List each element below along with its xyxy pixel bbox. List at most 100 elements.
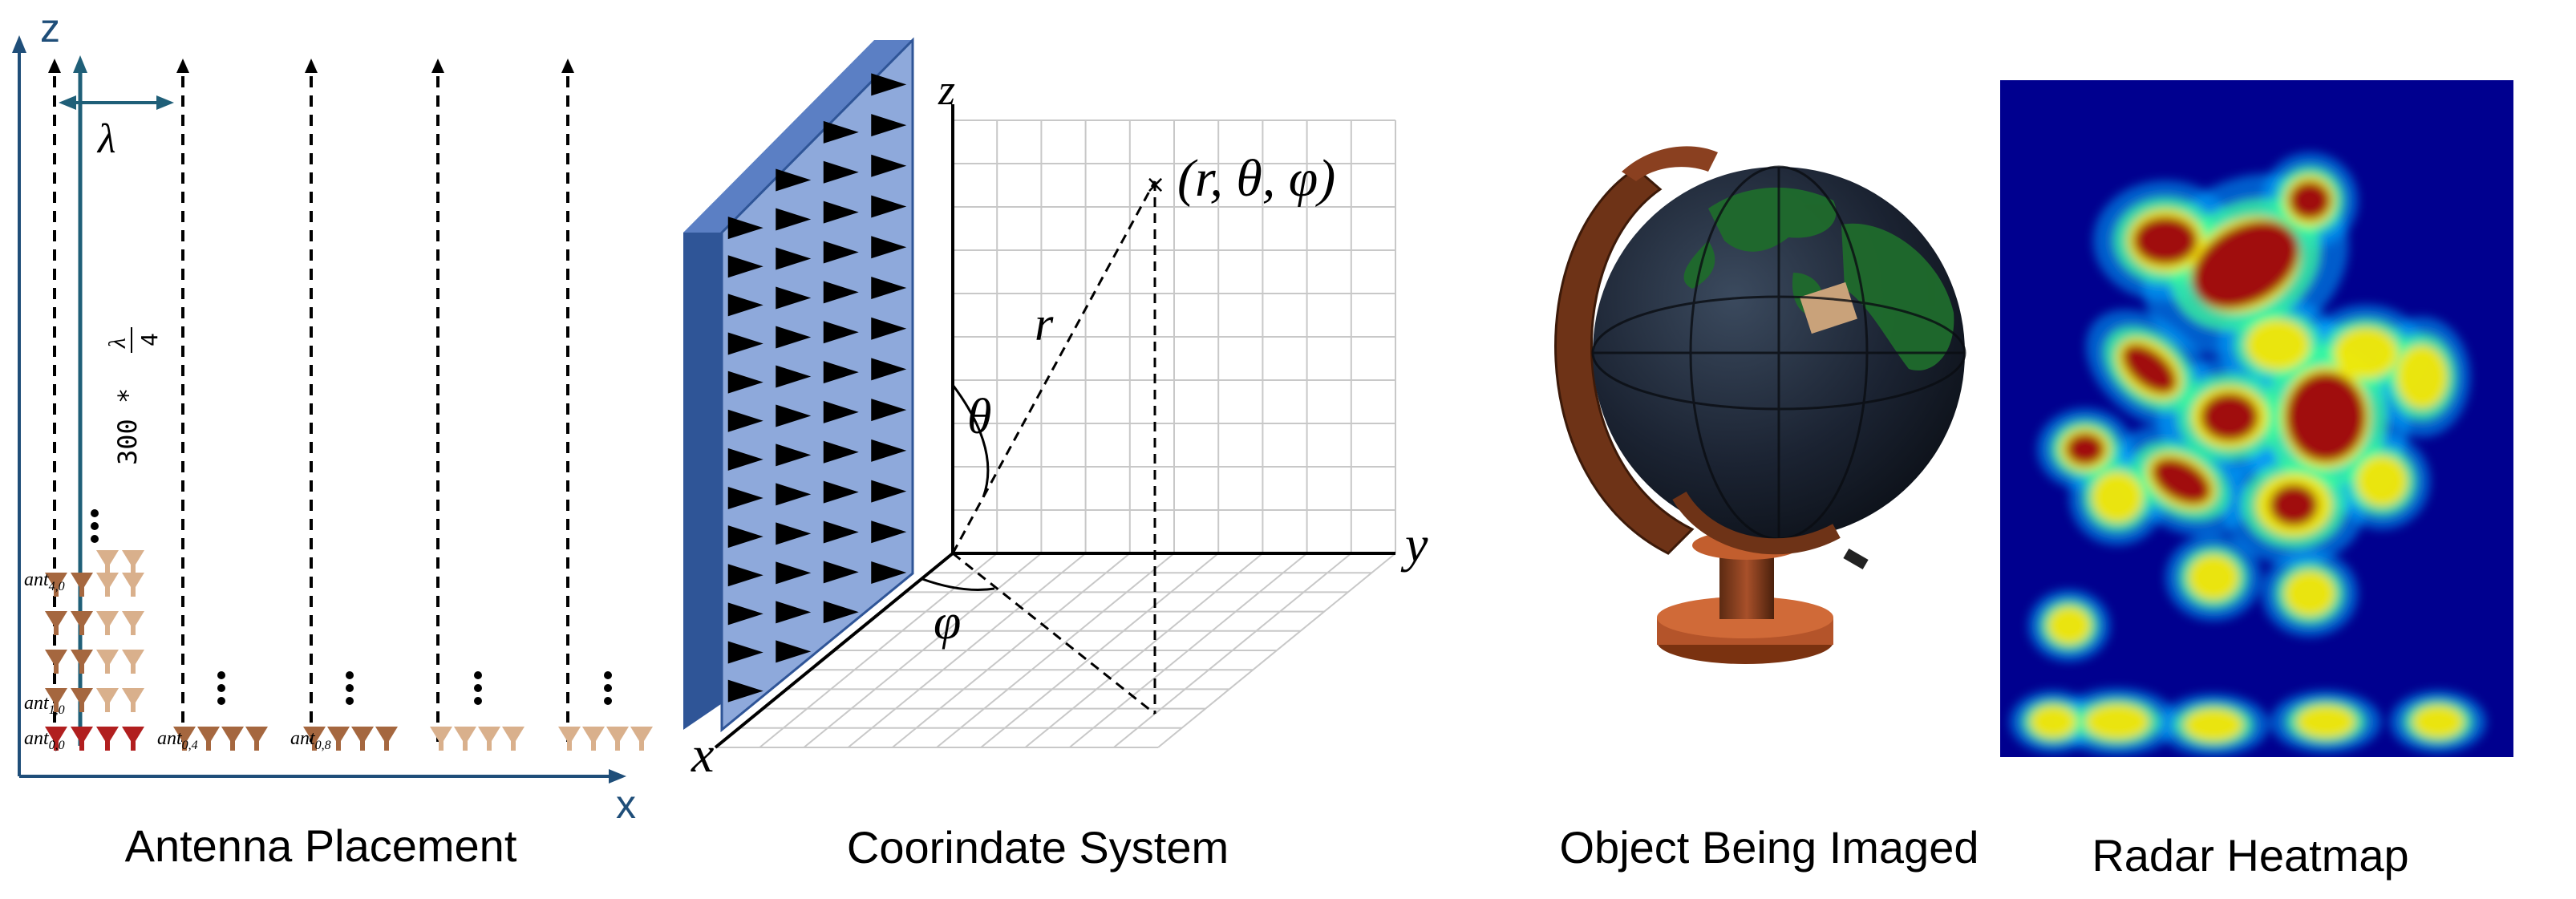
panel-antenna-element — [871, 561, 907, 585]
panel-antenna-element — [727, 525, 763, 549]
antenna-element — [71, 573, 93, 597]
panel-antenna-element — [823, 160, 859, 184]
panel-antennas — [727, 73, 907, 703]
antenna-element — [96, 727, 119, 751]
panel-antenna-element — [727, 564, 763, 587]
antenna-element — [558, 727, 581, 751]
antenna-array — [45, 550, 653, 751]
panel-antenna-element — [727, 679, 763, 703]
antenna-element — [96, 550, 119, 574]
r-vector — [951, 180, 1156, 554]
heatmap-image — [2000, 80, 2513, 757]
globe-ring-bottom — [1672, 491, 1841, 555]
ant-label-0-8: ant0,8 — [290, 728, 331, 752]
panel-antenna-element — [776, 483, 812, 506]
theta-arc — [951, 384, 990, 498]
globe-tan-patch — [1800, 281, 1857, 334]
antenna-element — [71, 688, 93, 712]
panel-antenna-element — [823, 520, 859, 544]
panel-antenna-element — [871, 114, 907, 137]
coord-x-label: x — [691, 726, 714, 783]
panel-antenna-element — [823, 601, 859, 624]
panel-antenna-element — [871, 276, 907, 299]
x-axis-label: x — [616, 782, 636, 827]
ant-label-0-4: ant0,4 — [157, 728, 198, 752]
panel-antenna-element — [823, 400, 859, 423]
antenna-element — [122, 611, 144, 635]
antenna-element — [96, 688, 119, 712]
spacing-denominator: 4 — [136, 333, 163, 346]
antenna-element — [606, 727, 629, 751]
antenna-element — [122, 688, 144, 712]
panel-antenna-element — [823, 440, 859, 464]
panel-antenna-element — [727, 602, 763, 626]
panel-antenna-element — [823, 281, 859, 304]
antenna-element — [375, 727, 398, 751]
r-label: r — [1035, 298, 1054, 350]
panel-antenna-element — [727, 486, 763, 509]
antenna-element — [96, 611, 119, 635]
antenna-element — [582, 727, 605, 751]
panel-antenna-element — [776, 601, 812, 624]
antenna-element — [630, 727, 653, 751]
panel-antenna-element — [823, 361, 859, 384]
caption-coordinate: Coorindate System — [847, 822, 1229, 873]
point-label: (r, θ, φ) — [1177, 149, 1335, 208]
panel-antenna-element — [727, 332, 763, 355]
panel-antenna-element — [727, 409, 763, 432]
panel-antenna-element — [727, 371, 763, 394]
panel-antenna-element — [823, 321, 859, 344]
panel-antenna-element — [727, 447, 763, 471]
globe-continents — [1683, 187, 1954, 371]
panel-antenna-element — [871, 520, 907, 544]
scan-lines — [48, 59, 574, 742]
antenna-element — [327, 727, 350, 751]
antenna-labels: ant4,0 ant1,0 ant0,0 ant0,4 ant0,8 — [24, 569, 331, 752]
coordinate-panel: z y x × (r, θ, φ) r θ φ — [683, 37, 1428, 783]
panel-antenna-element — [823, 200, 859, 224]
panel-antenna-element — [727, 255, 763, 278]
point-marker: × — [1145, 171, 1165, 199]
spacing-label: 300 * λ 4 — [104, 327, 163, 465]
panel-antenna-element — [776, 640, 812, 663]
antenna-element — [197, 727, 220, 751]
antenna-element — [71, 650, 93, 674]
antenna-element — [122, 650, 144, 674]
panel-antenna-element — [871, 480, 907, 503]
heatmap-blobs — [2010, 152, 2486, 756]
panel-antenna-element — [776, 443, 812, 467]
panel-antenna-element — [776, 404, 812, 427]
projection-floor — [952, 552, 1156, 715]
theta-label: θ — [967, 390, 991, 444]
phi-arc — [921, 577, 995, 591]
panel-antenna-element — [823, 120, 859, 144]
panel-antenna-element — [823, 561, 859, 584]
panel-antenna-element — [776, 326, 812, 349]
globe-knob — [1843, 548, 1869, 570]
antenna-element — [45, 650, 67, 674]
panel-antenna-element — [776, 208, 812, 231]
caption-object: Object Being Imaged — [1560, 822, 1979, 873]
antenna-element — [96, 650, 119, 674]
antenna-element — [45, 573, 67, 597]
antenna-element — [45, 727, 67, 751]
antenna-element — [245, 727, 268, 751]
ant-label-1-0: ant1,0 — [24, 693, 65, 717]
antenna-element — [478, 727, 500, 751]
panel-antenna-element — [776, 561, 812, 585]
antenna-element — [454, 727, 476, 751]
antenna-panel: z x λ 300 * λ 4 — [12, 6, 653, 827]
antenna-element — [173, 727, 196, 751]
panel-antenna-element — [776, 286, 812, 310]
panel-antenna-element — [727, 641, 763, 664]
antenna-element — [351, 727, 374, 751]
coord-z-label: z — [938, 66, 955, 114]
panel-antenna-element — [871, 73, 907, 96]
ellipsis-column0 — [91, 509, 99, 543]
antenna-element — [122, 573, 144, 597]
globe-image — [1554, 146, 1966, 664]
antenna-element — [122, 727, 144, 751]
panel-antenna-element — [727, 294, 763, 317]
panel-antenna-element — [871, 439, 907, 462]
